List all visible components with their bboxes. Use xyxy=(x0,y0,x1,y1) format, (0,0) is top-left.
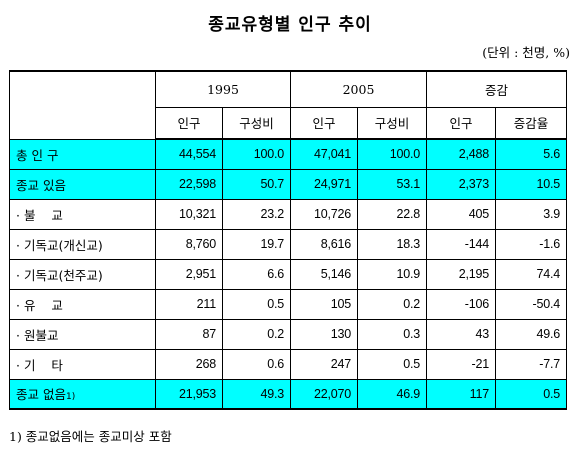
table-row: · 기독교(천주교) 2,951 6.6 5,146 10.9 2,195 74.4 xyxy=(9,258,568,290)
subheader-population: 인구 xyxy=(426,106,496,140)
subheader-population: 인구 xyxy=(290,106,358,140)
row-label: 총 인 구 xyxy=(9,138,156,170)
table-row: · 기독교(개신교) 8,760 19.7 8,616 18.3 -144 -1.6 xyxy=(9,228,568,260)
cell-v1: 22,598 xyxy=(155,168,223,200)
row-label-text: 총 인 구 xyxy=(16,147,59,163)
footnote: 1) 종교없음에는 종교미상 포함 xyxy=(9,429,172,444)
cell-v1: 44,554 xyxy=(155,138,223,170)
cell-v2: 50.7 xyxy=(222,168,291,200)
cell-v5: 2,373 xyxy=(426,168,496,200)
cell-v3: 47,041 xyxy=(290,138,358,170)
row-label: · 불 교 xyxy=(9,198,156,230)
cell-v2: 19.7 xyxy=(222,228,291,260)
cell-v5: 117 xyxy=(426,378,496,410)
cell-v4: 22.8 xyxy=(357,198,427,230)
cell-v3: 24,971 xyxy=(290,168,358,200)
cell-v5: 405 xyxy=(426,198,496,230)
row-label-text: · 불 교 xyxy=(16,207,63,223)
cell-v1: 8,760 xyxy=(155,228,223,260)
row-label-text: 종교 있음 xyxy=(16,177,66,193)
cell-v3: 105 xyxy=(290,288,358,320)
subheader-share: 구성비 xyxy=(357,106,427,140)
cell-v4: 0.2 xyxy=(357,288,427,320)
cell-v6: 74.4 xyxy=(494,258,568,290)
cell-v4: 46.9 xyxy=(357,378,427,410)
table-row: 종교 있음 22,598 50.7 24,971 53.1 2,373 10.5 xyxy=(9,168,568,200)
cell-v1: 2,951 xyxy=(155,258,223,290)
cell-v2: 0.5 xyxy=(222,288,291,320)
cell-v4: 18.3 xyxy=(357,228,427,260)
table-row: · 원불교 87 0.2 130 0.3 43 49.6 xyxy=(9,318,568,350)
table-row: · 기 타 268 0.6 247 0.5 -21 -7.7 xyxy=(9,348,568,380)
cell-v6: 3.9 xyxy=(494,198,568,230)
subheader-rate: 증감율 xyxy=(494,106,568,140)
header-change: 증감 xyxy=(425,70,568,108)
table-row: 종교 없음1) 21,953 49.3 22,070 46.9 117 0.5 xyxy=(9,378,568,410)
cell-v4: 10.9 xyxy=(357,258,427,290)
header-blank xyxy=(9,70,156,140)
cell-v2: 0.6 xyxy=(222,348,291,380)
subheader-share: 구성비 xyxy=(222,106,291,140)
table-row: 총 인 구 44,554 100.0 47,041 100.0 2,488 5.6 xyxy=(9,138,568,170)
table-row: · 유 교 211 0.5 105 0.2 -106 -50.4 xyxy=(9,288,568,320)
cell-v6: 49.6 xyxy=(494,318,568,350)
cell-v3: 10,726 xyxy=(290,198,358,230)
row-label-text: · 기독교(개신교) xyxy=(16,237,103,253)
cell-v5: -21 xyxy=(426,348,496,380)
cell-v5: -144 xyxy=(426,228,496,260)
cell-v2: 23.2 xyxy=(222,198,291,230)
cell-v1: 268 xyxy=(155,348,223,380)
cell-v3: 247 xyxy=(290,348,358,380)
subheader-population: 인구 xyxy=(155,106,223,140)
cell-v3: 5,146 xyxy=(290,258,358,290)
header-year-1995: 1995 xyxy=(155,70,291,108)
row-label-text: · 유 교 xyxy=(16,297,63,313)
footnote-marker: 1) xyxy=(65,392,76,403)
cell-v2: 49.3 xyxy=(222,378,291,410)
unit-note: (단위 : 천명, %) xyxy=(482,45,570,60)
cell-v1: 211 xyxy=(155,288,223,320)
cell-v6: 5.6 xyxy=(494,138,568,170)
cell-v4: 53.1 xyxy=(357,168,427,200)
cell-v1: 21,953 xyxy=(155,378,223,410)
cell-v3: 22,070 xyxy=(290,378,358,410)
row-label: · 유 교 xyxy=(9,288,156,320)
cell-v6: -7.7 xyxy=(494,348,568,380)
cell-v6: 0.5 xyxy=(494,378,568,410)
cell-v1: 10,321 xyxy=(155,198,223,230)
cell-v4: 100.0 xyxy=(357,138,427,170)
row-label: 종교 없음1) xyxy=(9,378,156,410)
cell-v3: 130 xyxy=(290,318,358,350)
row-label-text: 종교 없음 xyxy=(16,387,66,403)
row-label-text: · 원불교 xyxy=(16,327,59,343)
page-title: 종교유형별 인구 추이 xyxy=(208,15,372,35)
cell-v4: 0.5 xyxy=(357,348,427,380)
cell-v3: 8,616 xyxy=(290,228,358,260)
cell-v5: -106 xyxy=(426,288,496,320)
header-year-2005: 2005 xyxy=(290,70,427,108)
row-label: · 기독교(개신교) xyxy=(9,228,156,260)
cell-v5: 2,195 xyxy=(426,258,496,290)
cell-v2: 100.0 xyxy=(222,138,291,170)
cell-v5: 43 xyxy=(426,318,496,350)
cell-v4: 0.3 xyxy=(357,318,427,350)
cell-v1: 87 xyxy=(155,318,223,350)
religion-population-table: 1995 2005 증감 인구 구성비 인구 구성비 인구 증감율 총 인 구 4… xyxy=(9,70,568,410)
row-label: 종교 있음 xyxy=(9,168,156,200)
row-label-text: · 기독교(천주교) xyxy=(16,267,103,283)
table-row: · 불 교 10,321 23.2 10,726 22.8 405 3.9 xyxy=(9,198,568,230)
cell-v6: -1.6 xyxy=(494,228,568,260)
row-label: · 기독교(천주교) xyxy=(9,258,156,290)
row-label: · 기 타 xyxy=(9,348,156,380)
cell-v5: 2,488 xyxy=(426,138,496,170)
cell-v6: -50.4 xyxy=(494,288,568,320)
cell-v6: 10.5 xyxy=(494,168,568,200)
cell-v2: 6.6 xyxy=(222,258,291,290)
row-label-text: · 기 타 xyxy=(16,357,63,373)
cell-v2: 0.2 xyxy=(222,318,291,350)
row-label: · 원불교 xyxy=(9,318,156,350)
